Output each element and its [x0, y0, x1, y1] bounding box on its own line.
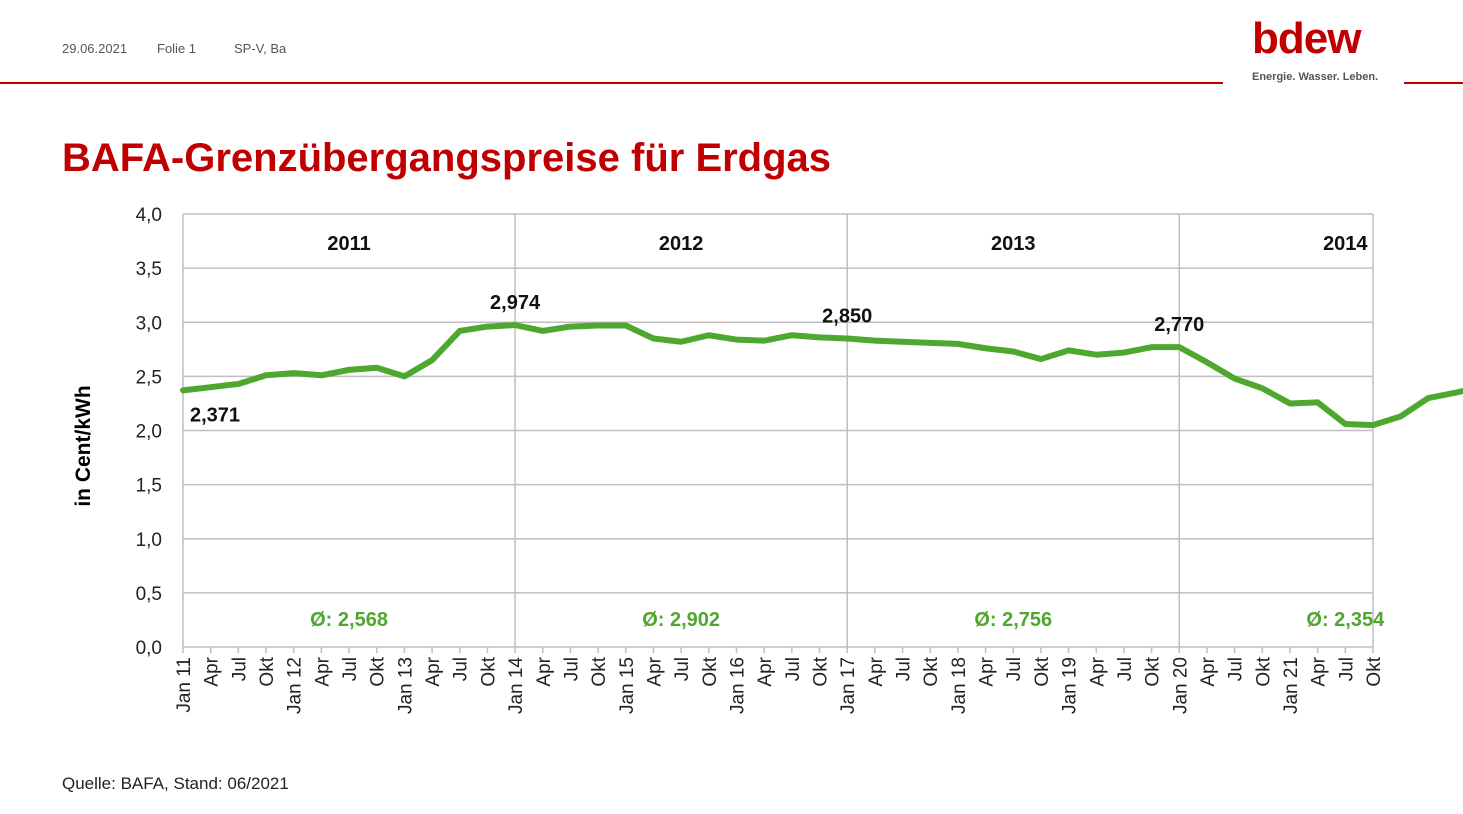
x-tick-label: Jul [229, 657, 250, 681]
x-tick-label: Jan 21 [1281, 657, 1302, 714]
x-tick-label: Jan 15 [617, 657, 638, 714]
x-tick-label: Apr [644, 656, 665, 686]
logo-wordmark: bdew [1252, 14, 1361, 63]
x-tick-label: Jul [561, 657, 582, 681]
x-tick-label: Apr [534, 656, 555, 686]
logo-tagline: Energie. Wasser. Leben. [1252, 71, 1379, 83]
y-tick-label: 3,0 [136, 313, 162, 334]
x-tick-label: Jul [672, 657, 693, 681]
x-tick-label: Jul [340, 657, 361, 681]
slide-number: Folie 1 [157, 41, 197, 56]
page-title: BAFA-Grenzübergangspreise für Erdgas [62, 136, 832, 180]
x-tick-label: Okt [700, 656, 721, 686]
source-note: Quelle: BAFA, Stand: 06/2021 [62, 774, 289, 793]
x-tick-label: Okt [1253, 656, 1274, 686]
x-tick-label: Jan 19 [1060, 657, 1081, 714]
year-label: 2012 [659, 233, 704, 255]
x-tick-label: Apr [755, 656, 776, 686]
year-average-label: Ø: 2,354 [1306, 609, 1385, 631]
y-tick-label: 0,5 [136, 584, 162, 605]
x-tick-label: Apr [866, 656, 887, 686]
price-line [180, 322, 1463, 429]
x-tick-label: Jan 20 [1170, 657, 1191, 714]
x-tick-label: Apr [423, 656, 444, 686]
year-average-label: Ø: 2,902 [642, 609, 720, 631]
data-label: 2,770 [1154, 314, 1204, 336]
y-tick-label: 1,5 [136, 476, 162, 497]
y-tick-label: 2,0 [136, 422, 162, 443]
x-tick-label: Jul [1004, 657, 1025, 681]
x-tick-label: Jan 12 [285, 657, 306, 714]
x-tick-label: Apr [1198, 656, 1219, 686]
year-label: 2013 [991, 233, 1036, 255]
y-tick-label: 3,5 [136, 259, 162, 280]
x-tick-label: Apr [1309, 656, 1330, 686]
x-tick-label: Jul [1115, 657, 1136, 681]
x-tick-label: Apr [202, 656, 223, 686]
y-tick-label: 1,0 [136, 530, 162, 551]
x-tick-label: Okt [478, 656, 499, 686]
x-tick-label: Okt [1364, 656, 1385, 686]
x-tick-label: Jul [1336, 657, 1357, 681]
x-tick-label: Apr [977, 656, 998, 686]
year-label: 2014 [1323, 233, 1368, 255]
year-average-label: Ø: 2,568 [310, 609, 388, 631]
data-label: 2,371 [190, 404, 240, 426]
y-tick-label: 2,5 [136, 367, 162, 388]
y-tick-label: 0,0 [136, 638, 162, 659]
x-tick-label: Jan 11 [174, 657, 195, 713]
x-tick-label: Jul [894, 657, 915, 681]
x-tick-label: Apr [312, 656, 333, 686]
x-tick-label: Okt [368, 656, 389, 686]
y-axis-title: in Cent/kWh [72, 385, 95, 507]
x-tick-label: Jan 13 [395, 657, 416, 714]
slide-date: 29.06.2021 [62, 41, 128, 56]
x-tick-label: Okt [1143, 656, 1164, 686]
x-tick-label: Jan 14 [506, 657, 527, 714]
x-tick-label: Jan 17 [838, 657, 859, 714]
slide-author: SP-V, Ba [234, 41, 287, 56]
x-tick-label: Okt [1032, 656, 1053, 686]
x-tick-label: Jan 18 [949, 657, 970, 714]
data-label: 2,974 [490, 292, 541, 314]
x-tick-label: Okt [257, 656, 278, 686]
header-divider-left [0, 82, 1223, 84]
x-tick-label: Okt [589, 656, 610, 686]
x-tick-label: Okt [811, 656, 832, 686]
y-tick-label: 4,0 [136, 205, 162, 226]
x-tick-label: Jan 16 [727, 657, 748, 714]
header-divider-right [1404, 82, 1463, 84]
x-tick-label: Jul [1226, 657, 1247, 681]
x-tick-label: Jul [451, 657, 472, 681]
x-tick-label: Jul [783, 657, 804, 681]
year-label: 2011 [327, 233, 370, 255]
x-tick-label: Okt [921, 656, 942, 686]
x-tick-label: Apr [1087, 656, 1108, 686]
data-label: 2,850 [822, 305, 872, 327]
year-average-label: Ø: 2,756 [974, 609, 1052, 631]
